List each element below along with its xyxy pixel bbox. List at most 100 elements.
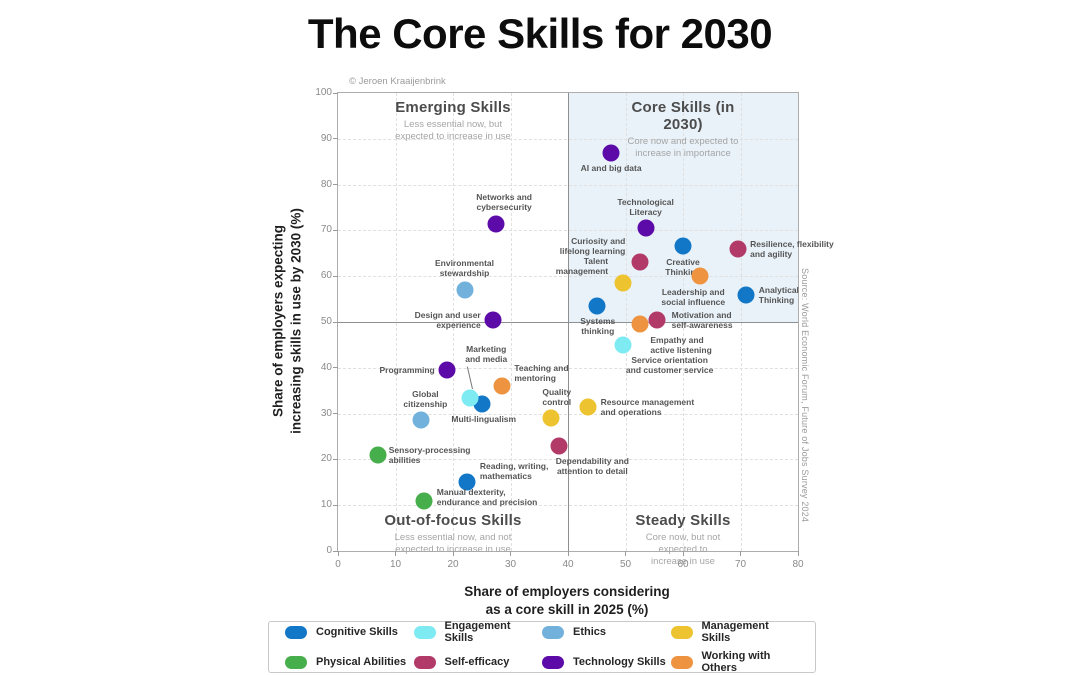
data-point-label: Global citizenship (403, 388, 448, 409)
legend-item: Self-efficacy (413, 650, 543, 674)
x-tick-mark (797, 551, 799, 556)
quadrant-title: Out-of-focus Skills (384, 512, 522, 529)
y-tick-mark (333, 229, 338, 231)
data-point (493, 377, 511, 395)
data-point-label: Empathy and active listening (650, 335, 712, 356)
x-tick-mark (452, 551, 454, 556)
data-point-label: Dependability and attention to detail (555, 456, 629, 477)
y-tick-label: 80 (320, 178, 332, 190)
legend-swatch (413, 655, 436, 669)
legend-swatch (670, 625, 693, 639)
legend-label: Working with Others (701, 650, 771, 674)
x-tick-mark (337, 551, 339, 556)
data-point-label: Analytical Thinking (758, 284, 799, 305)
legend-label: Engagement Skills (444, 620, 511, 644)
y-tick-mark (333, 458, 338, 460)
y-tick-label: 30 (320, 407, 332, 419)
quadrant-title: Steady Skills (635, 512, 731, 529)
data-point (579, 398, 597, 416)
quadrant-subtitle: Less essential now, but expected to incr… (395, 119, 511, 142)
data-point-label: Talent management (555, 256, 609, 277)
page-title: The Core Skills for 2030 (307, 10, 773, 57)
legend-item: Engagement Skills (413, 620, 543, 644)
data-point-label: Sensory-processing abilities (388, 444, 471, 465)
data-point (631, 253, 649, 271)
legend-label: Self-efficacy (444, 656, 510, 668)
data-point-label: Teaching and mentoring (514, 363, 569, 384)
copyright-note: © Jeroen Kraaijenbrink (349, 76, 446, 87)
data-point-label: Service orientation and customer service (625, 355, 714, 376)
quadrant-label-emerging: Emerging Skills Less essential now, but e… (395, 99, 511, 143)
quadrant-subtitle: Core now and expected to increase in imp… (627, 136, 739, 159)
legend-swatch (285, 655, 307, 669)
y-tick-label: 50 (320, 316, 332, 327)
x-tick-mark (567, 551, 569, 556)
data-point (438, 361, 456, 379)
x-tick-mark (625, 551, 626, 556)
legend-item: Cognitive Skills (285, 620, 414, 644)
data-point (691, 267, 709, 285)
data-point (631, 315, 649, 333)
data-point (487, 215, 505, 233)
quadrant-subtitle: Core now, but not expected to increase i… (645, 532, 721, 567)
data-point-label: Quality control (542, 386, 572, 407)
data-point-label: Resilience, flexibility and agility (750, 238, 834, 259)
y-tick-mark (333, 504, 338, 506)
data-point-label: Resource management and operations (600, 396, 695, 417)
y-tick-mark (333, 138, 338, 140)
data-point-label: Systems thinking (580, 316, 616, 337)
x-tick-label: 30 (504, 559, 517, 570)
data-point (637, 219, 655, 237)
data-point (614, 336, 632, 354)
data-point-label: Motivation and self-awareness (671, 309, 733, 330)
legend-item: Ethics (542, 620, 671, 644)
scatter-plot: Emerging Skills Less essential now, but e… (315, 87, 833, 570)
y-tick-label: 70 (320, 224, 332, 236)
y-tick-mark (333, 550, 338, 552)
x-tick-label: 20 (447, 559, 459, 570)
data-point-label: Environmental stewardship (434, 258, 495, 279)
legend-item: Working with Others (670, 650, 800, 674)
y-tick-label: 10 (320, 499, 332, 511)
data-point-label: Technological Literacy (617, 196, 674, 217)
data-point-label: Curiosity and lifelong learning (559, 236, 626, 257)
quadrant-divider-horizontal (338, 322, 798, 323)
y-tick-label: 60 (320, 270, 332, 282)
x-axis-title: Share of employers considering as a core… (464, 584, 670, 617)
y-tick-mark (333, 275, 338, 277)
y-tick-label: 20 (320, 453, 332, 465)
y-tick-mark (333, 92, 338, 94)
legend-label: Physical Abilities (316, 656, 407, 668)
data-point (648, 311, 666, 329)
y-tick-label: 40 (320, 361, 332, 373)
data-point (588, 297, 606, 315)
legend-label: Management Skills (701, 620, 769, 644)
legend-swatch (542, 625, 564, 639)
legend-swatch (670, 655, 693, 669)
data-point-label: Marketing and media (465, 344, 508, 365)
legend-swatch (285, 625, 307, 639)
data-point (461, 389, 479, 407)
data-point-label: Leadership and social influence (661, 286, 726, 307)
quadrant-subtitle: Less essential now, and not expected to … (394, 532, 512, 555)
data-point-label: Networks and cybersecurity (476, 191, 532, 212)
data-point-label: Programming (379, 365, 435, 376)
x-tick-label: 70 (734, 559, 747, 570)
quadrant-title: Core Skills (in 2030) (631, 99, 735, 133)
x-tick-label: 40 (562, 559, 574, 570)
data-point (458, 473, 476, 491)
data-point-label: AI and big data (580, 163, 642, 174)
data-point-label: Manual dexterity, endurance and precisio… (436, 486, 538, 507)
x-tick-label: 50 (619, 559, 632, 570)
x-tick-label: 60 (677, 559, 689, 570)
legend-swatch (542, 655, 564, 669)
data-point (602, 144, 620, 162)
y-tick-mark (333, 413, 338, 415)
quadrant-label-steady: Steady Skills Core now, but not expected … (626, 512, 741, 568)
legend-label: Technology Skills (573, 656, 666, 668)
quadrant-label-core: Core Skills (in 2030) Core now and expect… (626, 99, 741, 160)
data-point (674, 237, 692, 255)
x-tick-label: 10 (389, 559, 402, 570)
quadrant-label-outoffocus: Out-of-focus Skills Less essential now, a… (384, 512, 521, 556)
